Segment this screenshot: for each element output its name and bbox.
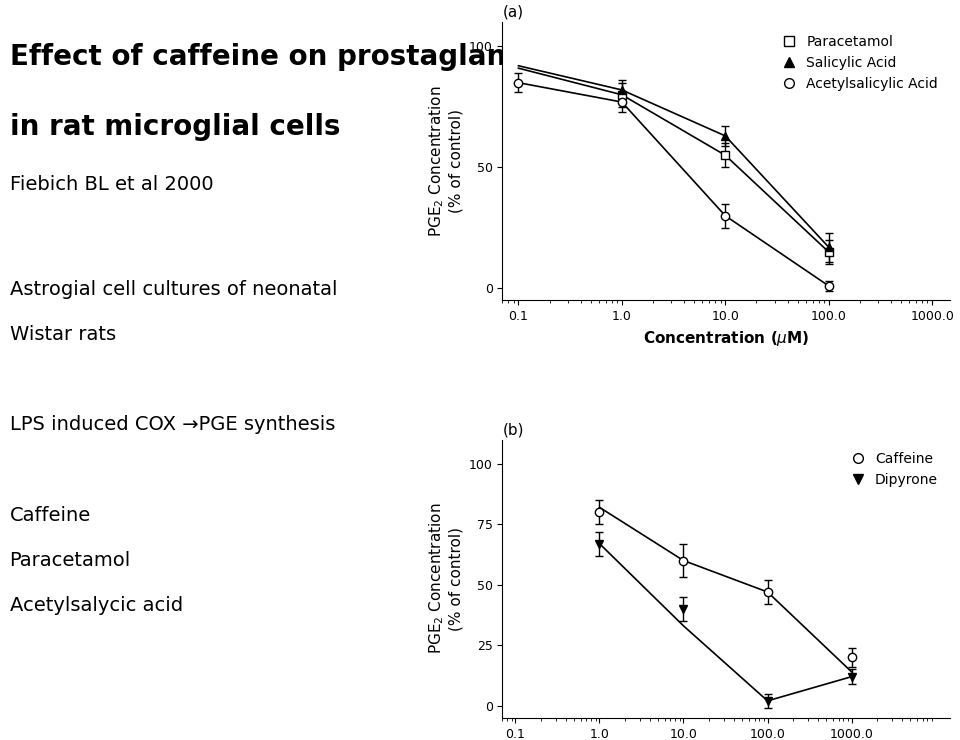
Text: Wistar rats: Wistar rats <box>10 325 116 344</box>
Text: Acetylsalycic acid: Acetylsalycic acid <box>10 596 182 615</box>
Text: Paracetamol: Paracetamol <box>10 551 131 570</box>
Y-axis label: PGE$_2$ Concentration
(% of control): PGE$_2$ Concentration (% of control) <box>427 503 464 654</box>
X-axis label: Concentration ($\mu$M): Concentration ($\mu$M) <box>643 329 809 348</box>
Text: Fiebich BL et al 2000: Fiebich BL et al 2000 <box>10 175 213 194</box>
Legend: Paracetamol, Salicylic Acid, Acetylsalicylic Acid: Paracetamol, Salicylic Acid, Acetylsalic… <box>773 29 944 96</box>
Text: Astrogial cell cultures of neonatal: Astrogial cell cultures of neonatal <box>10 280 337 298</box>
Y-axis label: PGE$_2$ Concentration
(% of control): PGE$_2$ Concentration (% of control) <box>427 86 464 237</box>
Legend: Caffeine, Dipyrone: Caffeine, Dipyrone <box>842 446 944 493</box>
Text: in rat microglial cells: in rat microglial cells <box>10 112 340 141</box>
Text: (b): (b) <box>502 422 524 437</box>
Text: Caffeine: Caffeine <box>10 505 91 525</box>
Text: (a): (a) <box>502 4 523 20</box>
Text: LPS induced COX →PGE synthesis: LPS induced COX →PGE synthesis <box>10 415 335 434</box>
Text: Effect of caffeine on prostaglandin E2 synthesis: Effect of caffeine on prostaglandin E2 s… <box>10 43 761 71</box>
